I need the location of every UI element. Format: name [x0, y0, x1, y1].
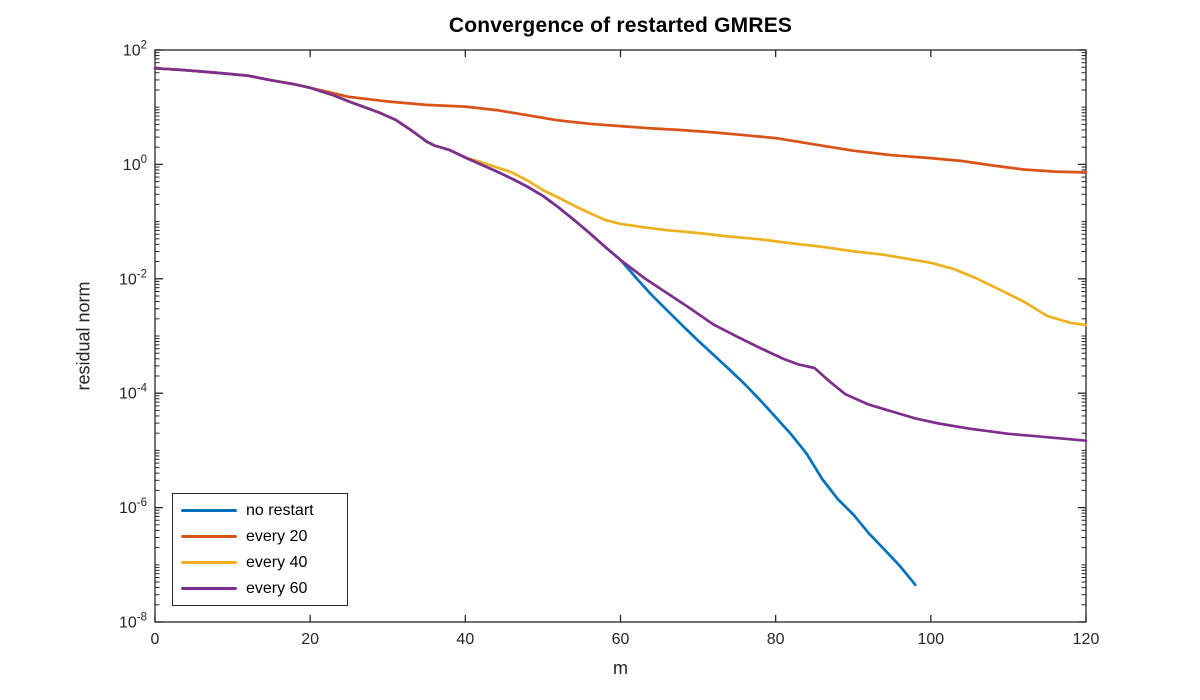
- y-axis-ticks: [155, 49, 1086, 623]
- legend-label: every 20: [246, 527, 308, 545]
- legend-label: every 40: [246, 553, 308, 571]
- chart-title: Convergence of restarted GMRES: [448, 14, 793, 37]
- svg-text:40: 40: [456, 631, 474, 648]
- svg-text:10-6: 10-6: [119, 497, 147, 517]
- y-axis-label: residual norm: [73, 281, 94, 391]
- y-axis-minor-ticks: [155, 52, 1086, 606]
- legend-line-sample-orange: [181, 535, 237, 538]
- legend-item-no-restart: no restart: [181, 498, 347, 524]
- svg-text:102: 102: [123, 40, 147, 60]
- legend-item-every-40: every 40: [181, 550, 347, 576]
- svg-text:120: 120: [1073, 631, 1100, 648]
- y-axis-tick-labels: 102 100 10-2 10-4 10-6 10-8: [119, 40, 148, 632]
- svg-text:100: 100: [917, 631, 944, 648]
- x-axis-label: m: [613, 658, 628, 678]
- svg-text:20: 20: [301, 631, 319, 648]
- legend-line-sample-blue: [181, 509, 237, 512]
- x-axis-tick-labels: 0 20 40 60 80 100 120: [151, 631, 1100, 648]
- svg-text:10-8: 10-8: [119, 612, 147, 632]
- legend-line-sample-purple: [181, 587, 237, 590]
- legend-label: no restart: [246, 501, 314, 519]
- series-line-every-60: [153, 66, 1088, 443]
- svg-text:60: 60: [612, 631, 630, 648]
- legend-line-sample-yellow: [181, 561, 237, 564]
- svg-text:10-2: 10-2: [119, 268, 147, 288]
- legend-label: every 60: [246, 579, 308, 597]
- x-axis-ticks: [154, 50, 1087, 622]
- svg-text:100: 100: [123, 154, 147, 174]
- svg-text:80: 80: [767, 631, 785, 648]
- legend-item-every-60: every 60: [181, 576, 347, 602]
- svg-text:0: 0: [151, 631, 160, 648]
- svg-text:10-4: 10-4: [119, 383, 148, 403]
- series-line-every-40: [153, 66, 1088, 327]
- legend: no restart every 20 every 40 every 60: [172, 493, 348, 606]
- legend-item-every-20: every 20: [181, 524, 347, 550]
